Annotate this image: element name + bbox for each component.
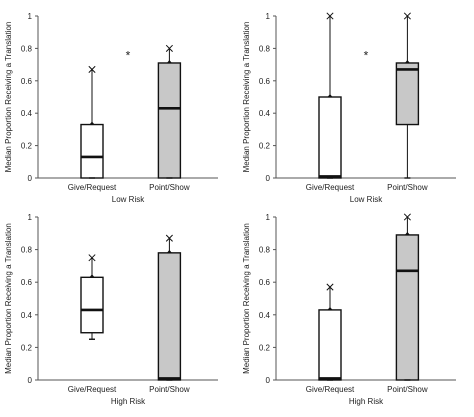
x-tick-label: Give/Request: [68, 183, 117, 192]
max-marker: [165, 44, 173, 52]
box-series: [157, 234, 182, 381]
chart-panel: 0 0.2 0.4 0.6 0.8 1 Median Proportion Receivin…: [242, 213, 456, 406]
x-tick-label: Give/Request: [68, 385, 117, 394]
x-axis-label: High Risk: [111, 397, 146, 406]
box-rect: [157, 252, 182, 381]
x-axis-label: High Risk: [349, 397, 384, 406]
y-tick-label: 0: [266, 174, 271, 183]
x-tick-label: Give/Request: [306, 183, 355, 192]
y-tick-label: 0.2: [21, 343, 33, 352]
max-marker: [88, 65, 96, 74]
q3-marker: [327, 306, 333, 310]
max-marker: [326, 283, 334, 291]
y-tick-label: 0.4: [259, 109, 271, 118]
x-tick-label: Point/Show: [149, 385, 190, 394]
q3-marker: [404, 59, 410, 63]
box-series: [395, 12, 420, 179]
box-series: [80, 254, 104, 340]
max-marker: [403, 213, 411, 221]
y-tick-label: 1: [28, 12, 33, 21]
y-tick-label: 0.4: [21, 311, 33, 320]
y-tick-label: 0.8: [259, 44, 271, 53]
box-rect: [80, 276, 104, 334]
q3-marker: [166, 59, 172, 63]
max-marker: [88, 254, 96, 262]
chart-panel: 0 0.2 0.4 0.6 0.8 1 Median Proportion Receivin…: [4, 213, 218, 406]
x-tick-label: Point/Show: [387, 385, 428, 394]
y-tick-label: 0.2: [259, 343, 271, 352]
y-tick-label: 0.6: [259, 77, 271, 86]
q3-marker: [166, 249, 172, 253]
y-tick-label: 1: [266, 213, 271, 222]
box-series: [318, 283, 342, 381]
box-rect: [318, 309, 342, 381]
q3-marker: [89, 274, 95, 278]
box-series: [80, 65, 104, 179]
y-axis-label: Median Proportion Receiving a Translatio…: [4, 22, 13, 173]
significance-marker: *: [126, 49, 131, 63]
significance-marker: *: [364, 49, 369, 63]
chart-panel: 0 0.2 0.4 0.6 0.8 1 Median Proportion Receivin…: [4, 12, 218, 204]
x-tick-label: Point/Show: [149, 183, 190, 192]
box-rect: [395, 234, 420, 381]
box-series: [318, 12, 342, 179]
y-tick-label: 1: [28, 213, 33, 222]
x-tick-label: Give/Request: [306, 385, 355, 394]
y-tick-label: 0.4: [259, 311, 271, 320]
y-tick-label: 0.2: [259, 142, 271, 151]
y-tick-label: 0.8: [259, 246, 271, 255]
y-tick-label: 0.8: [21, 246, 33, 255]
y-tick-label: 0: [28, 174, 33, 183]
y-axis-label: Median Proportion Receiving a Translatio…: [4, 223, 13, 374]
y-tick-label: 0: [28, 376, 33, 385]
x-axis-label: Low Risk: [350, 195, 383, 204]
q3-marker: [327, 94, 333, 97]
y-tick-label: 0: [266, 376, 271, 385]
box-series: [157, 44, 182, 179]
x-axis-label: Low Risk: [112, 195, 145, 204]
box-rect: [395, 62, 420, 126]
y-tick-label: 1: [266, 12, 271, 21]
q3-marker: [404, 231, 410, 235]
y-axis-label: Median Proportion Receiving a Translatio…: [242, 22, 251, 173]
box-rect: [157, 62, 182, 179]
max-marker: [165, 234, 173, 242]
y-axis-label: Median Proportion Receiving a Translatio…: [242, 223, 251, 374]
y-tick-label: 0.2: [21, 142, 33, 151]
chart-panel: 0 0.2 0.4 0.6 0.8 1 Median Proportion Receivin…: [242, 12, 456, 204]
max-marker: [326, 12, 334, 20]
max-marker: [403, 12, 411, 20]
y-tick-label: 0.8: [21, 44, 33, 53]
y-tick-label: 0.6: [21, 278, 33, 287]
y-tick-label: 0.6: [21, 77, 33, 86]
box-series: [395, 213, 420, 381]
q3-marker: [89, 121, 95, 125]
x-tick-label: Point/Show: [387, 183, 428, 192]
y-tick-label: 0.6: [259, 278, 271, 287]
box-rect: [80, 123, 104, 179]
y-tick-label: 0.4: [21, 109, 33, 118]
box-rect: [318, 96, 342, 179]
